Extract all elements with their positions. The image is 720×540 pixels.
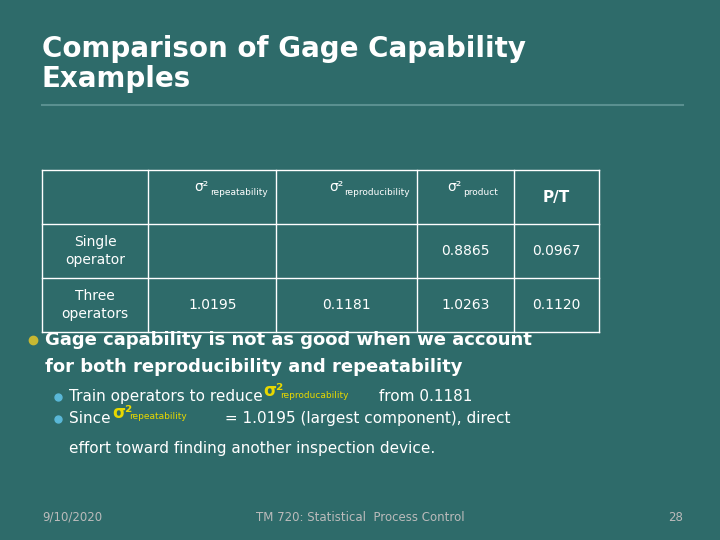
Text: σ²: σ² (329, 180, 343, 194)
Text: σ²: σ² (194, 180, 209, 194)
Text: 1.0195: 1.0195 (188, 298, 237, 312)
Text: Examples: Examples (42, 65, 191, 93)
Text: = 1.0195 (largest component), direct: = 1.0195 (largest component), direct (220, 411, 510, 426)
Text: 1.0263: 1.0263 (441, 298, 490, 312)
Text: Since: Since (69, 411, 116, 426)
Text: Comparison of Gage Capability: Comparison of Gage Capability (42, 35, 526, 63)
Text: 9/10/2020: 9/10/2020 (42, 511, 102, 524)
Text: from 0.1181: from 0.1181 (374, 389, 472, 404)
Text: Train operators to reduce: Train operators to reduce (69, 389, 268, 404)
Text: 28: 28 (667, 511, 683, 524)
Text: Three
operators: Three operators (61, 289, 129, 321)
Text: P/T: P/T (543, 190, 570, 205)
Text: 0.1181: 0.1181 (323, 298, 371, 312)
Text: Single
operator: Single operator (65, 235, 125, 267)
Text: repeatability: repeatability (129, 413, 186, 421)
Text: σ²: σ² (112, 404, 132, 422)
Text: effort toward finding another inspection device.: effort toward finding another inspection… (69, 441, 436, 456)
Text: σ²: σ² (448, 180, 462, 194)
Text: σ²: σ² (264, 382, 284, 401)
Text: repeatability: repeatability (210, 188, 268, 197)
Text: Gage capability is not as good when we account: Gage capability is not as good when we a… (45, 331, 532, 349)
Text: for both reproducibility and repeatability: for both reproducibility and repeatabili… (45, 358, 463, 376)
Text: TM 720: Statistical  Process Control: TM 720: Statistical Process Control (256, 511, 464, 524)
Text: product: product (464, 188, 498, 197)
Text: 0.0967: 0.0967 (532, 244, 581, 258)
Text: reproducibility: reproducibility (345, 188, 410, 197)
Text: 0.8865: 0.8865 (441, 244, 490, 258)
Text: 0.1120: 0.1120 (532, 298, 581, 312)
Text: reproducability: reproducability (280, 391, 348, 400)
